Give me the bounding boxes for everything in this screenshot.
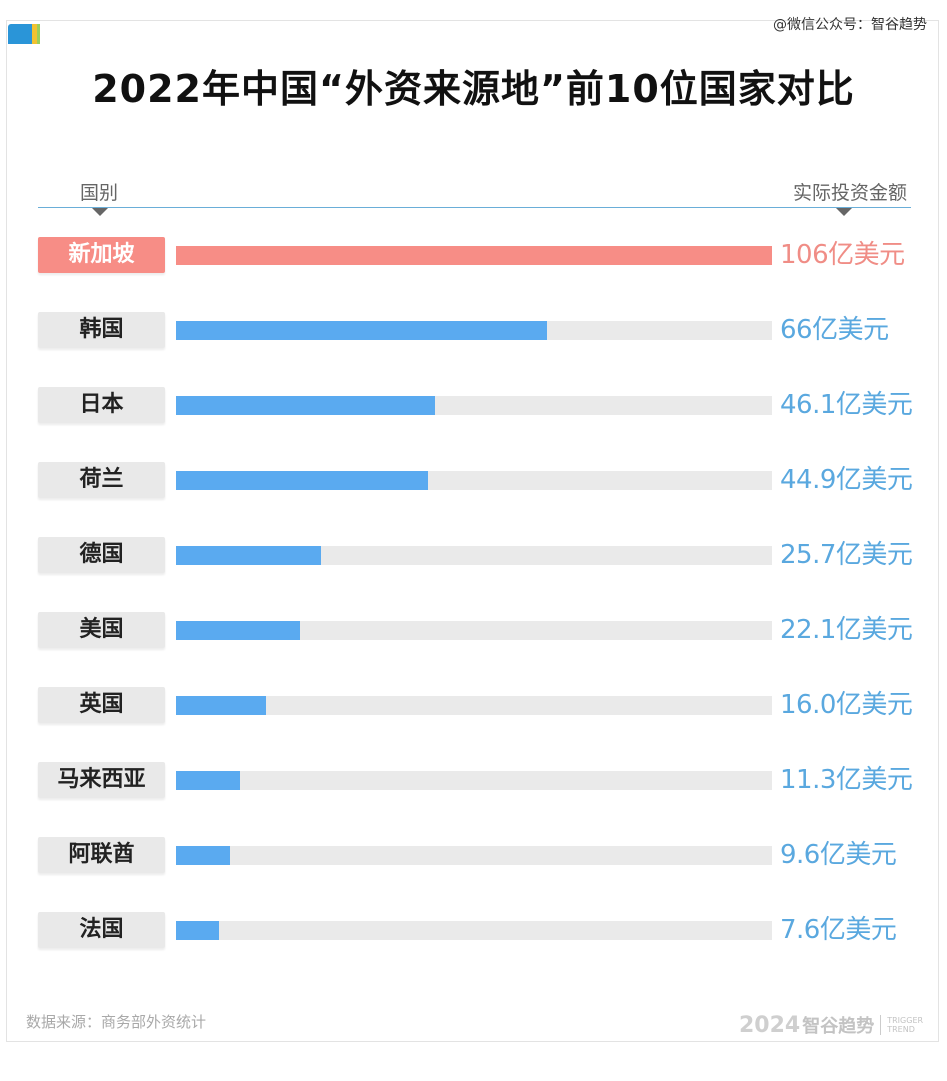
bar <box>176 771 240 790</box>
bar-track <box>176 246 772 265</box>
value-label: 16.0亿美元 <box>780 690 913 720</box>
logo-name: 智谷趋势 <box>802 1016 875 1037</box>
bar-row: 荷兰 44.9亿美元 <box>0 461 947 499</box>
value-label: 66亿美元 <box>780 315 889 345</box>
category-label: 阿联酋 <box>38 837 165 873</box>
logo-en-line2: TREND <box>887 1025 915 1034</box>
bar-row: 马来西亚 11.3亿美元 <box>0 761 947 799</box>
logo-year: 2024 <box>739 1012 801 1038</box>
bar <box>176 846 230 865</box>
value-label: 9.6亿美元 <box>780 840 897 870</box>
category-label: 德国 <box>38 537 165 573</box>
value-label: 46.1亿美元 <box>780 390 913 420</box>
bar-row: 法国 7.6亿美元 <box>0 911 947 949</box>
caret-down-icon <box>836 208 852 216</box>
category-label: 法国 <box>38 912 165 948</box>
bar <box>176 246 772 265</box>
category-label: 英国 <box>38 687 165 723</box>
bar-row: 阿联酋 9.6亿美元 <box>0 836 947 874</box>
logo-en-line1: TRIGGER <box>887 1016 924 1025</box>
bar <box>176 696 266 715</box>
watermark: @微信公众号：智谷趋势 <box>773 17 927 33</box>
value-label: 106亿美元 <box>780 240 905 270</box>
column-header-amount: 实际投资金额 <box>792 182 907 204</box>
bar-track <box>176 621 772 640</box>
bar <box>176 396 435 415</box>
column-header-country: 国别 <box>80 182 119 204</box>
bar-row: 美国 22.1亿美元 <box>0 611 947 649</box>
data-source: 数据来源：商务部外资统计 <box>26 1013 207 1031</box>
bar-track <box>176 921 772 940</box>
logo-separator <box>880 1015 882 1035</box>
category-label: 韩国 <box>38 312 165 348</box>
value-label: 44.9亿美元 <box>780 465 913 495</box>
bar <box>176 321 547 340</box>
bar-track <box>176 396 772 415</box>
value-label: 22.1亿美元 <box>780 615 913 645</box>
category-label: 马来西亚 <box>38 762 165 798</box>
bar-row: 韩国 66亿美元 <box>0 311 947 349</box>
bar <box>176 471 428 490</box>
value-label: 11.3亿美元 <box>780 765 913 795</box>
bar-row: 日本 46.1亿美元 <box>0 386 947 424</box>
caret-down-icon <box>92 208 108 216</box>
category-label: 美国 <box>38 612 165 648</box>
category-label: 日本 <box>38 387 165 423</box>
bar-track <box>176 846 772 865</box>
brand-logo: 2024 智谷趋势 TRIGGER TREND <box>739 1008 923 1042</box>
bar-track <box>176 546 772 565</box>
bar-row: 英国 16.0亿美元 <box>0 686 947 724</box>
category-label: 荷兰 <box>38 462 165 498</box>
value-label: 25.7亿美元 <box>780 540 913 570</box>
header-divider <box>38 207 911 208</box>
logo-english: TRIGGER TREND <box>887 1016 923 1034</box>
category-label: 新加坡 <box>38 237 165 273</box>
bar-row: 德国 25.7亿美元 <box>0 536 947 574</box>
bar-track <box>176 696 772 715</box>
bar <box>176 921 219 940</box>
chart-title: 2022年中国“外资来源地”前10位国家对比 <box>92 67 855 111</box>
bar <box>176 621 300 640</box>
bar-track <box>176 471 772 490</box>
bar-track <box>176 321 772 340</box>
bar <box>176 546 321 565</box>
value-label: 7.6亿美元 <box>780 915 897 945</box>
bar-track <box>176 771 772 790</box>
corner-accent-icon <box>8 24 40 44</box>
bar-row: 新加坡 106亿美元 <box>0 236 947 274</box>
